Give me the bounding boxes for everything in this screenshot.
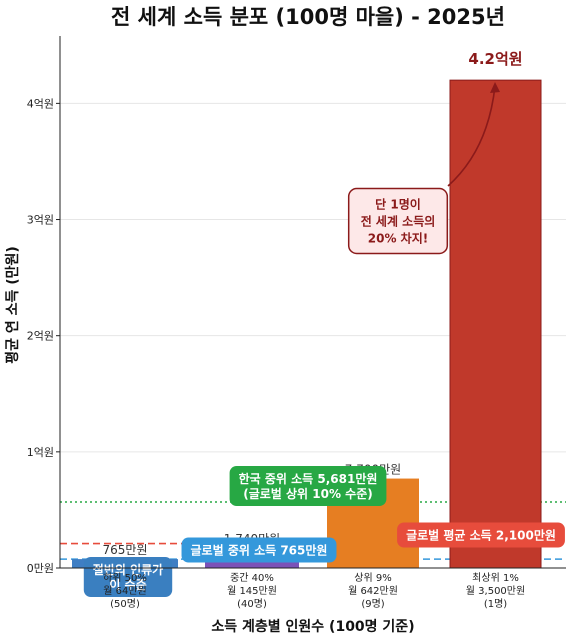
x-tick-label: 월 64만원 <box>103 585 147 597</box>
x-tick-label: 월 642만원 <box>348 585 398 597</box>
y-tick-label: 3억원 <box>27 214 54 227</box>
bar <box>449 79 542 569</box>
x-tick-label: 상위 9% <box>354 571 391 584</box>
y-tick-label: 4억원 <box>27 97 54 110</box>
annotation-boxes: 한국 중위 소득 5,681만원(글로벌 상위 10% 수준) 글로벌 중위 소득… <box>83 466 565 597</box>
annotation-text: 이 수준 <box>109 577 146 592</box>
x-tick-label: 최상위 1% <box>472 571 519 584</box>
x-tick-label: 중간 40% <box>230 572 274 584</box>
callout-arrowhead <box>490 82 500 93</box>
y-ticks: 0만원 1억원 2억원 3억원 4억원 <box>27 97 60 575</box>
x-tick-labels: 하위 50%월 64만원(50명) 중간 40%월 145만원(40명) 상위 9%… <box>103 571 525 610</box>
x-tick-label: (40명) <box>237 598 267 610</box>
callout-arrow <box>447 85 496 187</box>
axes <box>59 36 566 569</box>
annotation-text: 글로벌 중위 소득 765만원 <box>191 543 328 558</box>
callout-text: 20% 차지! <box>368 231 428 246</box>
y-axis-title: 평균 연 소득 (만원) <box>4 246 21 364</box>
callout-box <box>347 187 449 255</box>
annotation-text: (글로벌 상위 10% 수준) <box>243 486 373 501</box>
y-tick-label: 2억원 <box>27 330 54 343</box>
annotation-box <box>83 557 173 597</box>
y-tick-label: 0만원 <box>27 562 54 575</box>
bar-value-label: 4.2억원 <box>468 50 522 68</box>
annotation-box <box>397 522 565 548</box>
x-tick-label: 하위 50% <box>103 571 147 584</box>
x-tick-label: (9명) <box>361 598 384 610</box>
x-axis-title: 소득 계층별 인원수 (100명 기준) <box>211 618 414 635</box>
annotation-text: 절반의 인류가 <box>93 562 163 577</box>
callout-text: 단 1명이 <box>375 197 421 212</box>
annotation-box <box>181 537 337 563</box>
annotation-box <box>229 466 387 506</box>
annotation-text: 한국 중위 소득 5,681만원 <box>239 471 378 486</box>
annotation-text: 글로벌 평균 소득 2,100만원 <box>406 528 556 543</box>
y-tick-label: 1억원 <box>27 446 54 459</box>
x-tick-label: 월 145만원 <box>227 585 277 597</box>
callout-text: 전 세계 소득의 <box>361 214 436 229</box>
chart-title: 전 세계 소득 분포 (100명 마을) - 2025년 <box>111 5 505 29</box>
bar-value-label: 765만원 <box>103 543 148 557</box>
x-tick-label: (50명) <box>110 598 140 610</box>
x-tick-label: (1명) <box>484 598 507 610</box>
x-tick-label: 월 3,500만원 <box>466 585 525 597</box>
